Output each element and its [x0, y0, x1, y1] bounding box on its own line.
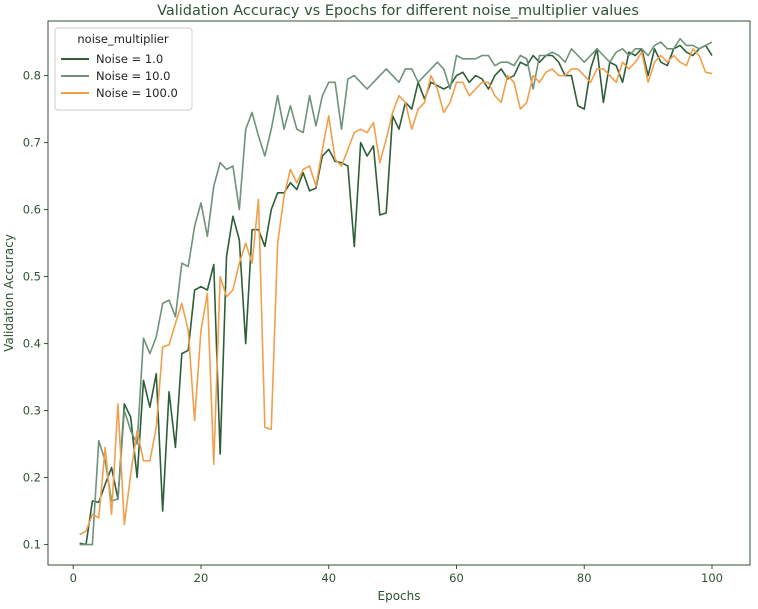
y-tick-label: 0.2 [23, 471, 41, 485]
x-tick-label: 60 [449, 571, 464, 585]
legend-label-1: Noise = 1.0 [96, 52, 163, 66]
legend-label-3: Noise = 100.0 [96, 86, 178, 100]
x-tick-label: 100 [701, 571, 723, 585]
y-tick-label: 0.6 [23, 203, 41, 217]
y-tick-label: 0.4 [23, 337, 41, 351]
y-axis-label: Validation Accuracy [2, 234, 16, 352]
x-tick-label: 80 [577, 571, 592, 585]
x-axis: 0 20 40 60 80 100 [70, 565, 723, 585]
legend: noise_multiplier Noise = 1.0 Noise = 10.0… [55, 28, 192, 110]
y-axis: 0.1 0.2 0.3 0.4 0.5 0.6 0.7 0.8 [23, 69, 48, 552]
legend-title: noise_multiplier [77, 32, 168, 46]
legend-label-2: Noise = 10.0 [96, 69, 170, 83]
series-line-1 [80, 45, 712, 544]
chart-title: Validation Accuracy vs Epochs for differ… [157, 3, 639, 19]
x-tick-label: 0 [70, 571, 77, 585]
x-tick-label: 20 [194, 571, 209, 585]
y-tick-label: 0.1 [23, 538, 41, 552]
x-tick-label: 40 [321, 571, 336, 585]
y-tick-label: 0.3 [23, 404, 41, 418]
y-tick-label: 0.8 [23, 69, 41, 83]
y-tick-label: 0.7 [23, 136, 41, 150]
y-tick-label: 0.5 [23, 270, 41, 284]
plot-area [80, 39, 712, 545]
x-axis-label: Epochs [378, 589, 421, 603]
series-line-2 [80, 39, 712, 545]
